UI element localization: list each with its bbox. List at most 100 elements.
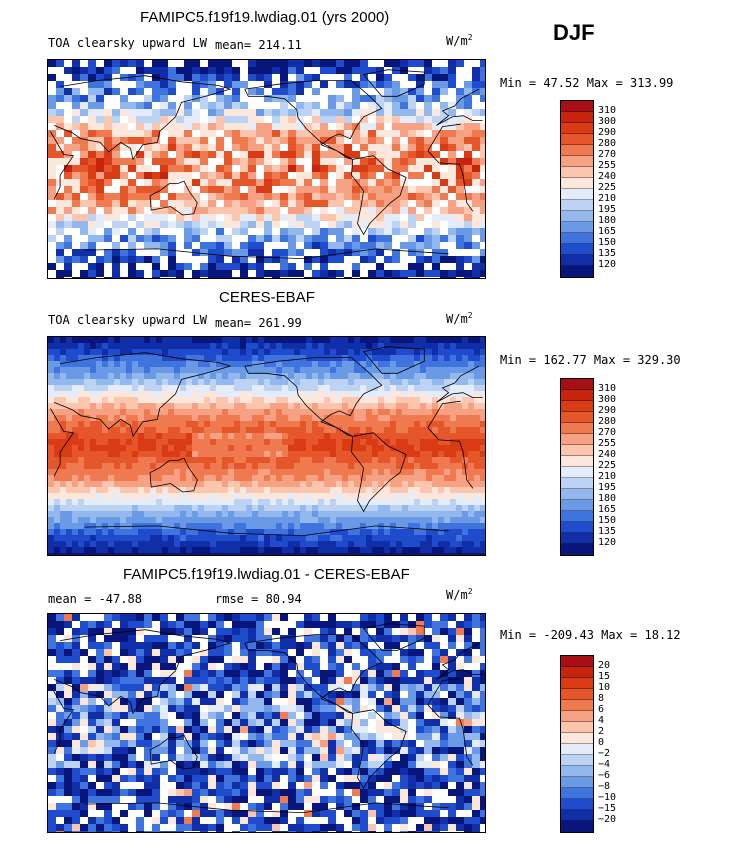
map-grid-cell [312,505,319,512]
map-grid-cell [132,457,139,464]
map-grid-cell [84,397,91,404]
map-grid-cell [216,517,223,524]
map-grid-cell [368,102,377,110]
map-grid-cell [152,656,161,664]
map-grid-cell [276,403,283,410]
map-grid-cell [200,88,209,96]
map-grid-cell [408,421,415,428]
map-grid-cell [96,403,103,410]
map-grid-cell [312,379,319,386]
map-grid-cell [296,277,305,278]
map-grid-cell [160,151,169,159]
map-grid-cell [144,81,153,89]
map-grid-cell [312,67,321,75]
map-grid-cell [186,409,193,416]
map-grid-cell [296,207,305,215]
map-grid-cell [416,263,425,271]
map-grid-cell [376,102,385,110]
map-grid-cell [468,439,475,446]
map-grid-cell [432,123,441,131]
map-grid-cell [232,628,241,636]
map-grid-cell [120,130,129,138]
map-grid-cell [48,367,55,374]
map-grid-cell [120,385,127,392]
map-grid-cell [294,463,301,470]
map-grid-cell [96,172,105,180]
map-grid-cell [276,433,283,440]
map-grid-cell [114,385,121,392]
map-grid-cell [90,547,97,554]
map-grid-cell [144,221,153,229]
map-grid-cell [360,95,369,103]
map-grid-cell [48,349,55,356]
map-grid-cell [264,391,271,398]
map-grid-cell [126,541,133,548]
map-grid-cell [312,158,321,166]
map-grid-cell [396,343,403,350]
map-grid-cell [56,123,65,131]
map-grid-cell [336,409,343,416]
map-grid-cell [200,656,209,664]
map-grid-cell [198,337,205,344]
map-grid-cell [248,614,257,622]
map-grid-cell [60,433,67,440]
panel1-subtitle: TOA clearsky upward LW [48,36,207,50]
map-grid-cell [414,391,421,398]
map-grid-cell [198,523,205,530]
map-grid-cell [144,263,153,271]
map-grid-cell [312,130,321,138]
map-grid-cell [208,263,217,271]
map-grid-cell [336,256,345,264]
map-grid-cell [248,242,257,250]
map-grid-cell [48,433,55,440]
map-grid-cell [126,511,133,518]
map-grid-cell [376,256,385,264]
map-grid-cell [144,529,151,536]
map-grid-cell [378,397,385,404]
map-grid-cell [168,137,177,145]
map-grid-cell [112,186,121,194]
map-grid-cell [192,263,201,271]
map-grid-cell [400,628,409,636]
map-grid-cell [144,165,153,173]
map-grid-cell [400,151,409,159]
map-grid-cell [248,165,257,173]
map-grid-cell [432,277,441,278]
map-grid-cell [78,409,85,416]
map-grid-cell [312,88,321,96]
map-grid-cell [108,361,115,368]
map-grid-cell [468,553,475,555]
map-grid-cell [216,74,225,82]
map-grid-cell [288,228,297,236]
map-grid-cell [300,517,307,524]
map-grid-cell [240,463,247,470]
map-grid-cell [246,445,253,452]
map-grid-cell [416,642,425,650]
map-grid-cell [104,621,113,629]
map-grid-cell [114,475,121,482]
map-grid-cell [432,221,441,229]
map-grid-cell [324,487,331,494]
map-grid-cell [448,614,457,622]
map-grid-cell [444,475,451,482]
map-grid-cell [464,249,473,257]
map-grid-cell [144,361,151,368]
map-grid-cell [152,123,161,131]
map-grid-cell [176,235,185,243]
map-grid-cell [160,60,169,68]
map-grid-cell [248,102,257,110]
map-grid-cell [472,81,481,89]
map-grid-cell [216,547,223,554]
map-grid-cell [210,487,217,494]
map-grid-cell [276,343,283,350]
map-grid-cell [96,263,105,271]
map-grid-cell [416,172,425,180]
map-grid-cell [224,214,233,222]
map-grid-cell [128,137,137,145]
map-grid-cell [440,207,449,215]
map-grid-cell [108,355,115,362]
map-grid-cell [360,614,369,622]
map-grid-cell [448,656,457,664]
map-grid-cell [104,158,113,166]
map-grid-cell [402,475,409,482]
